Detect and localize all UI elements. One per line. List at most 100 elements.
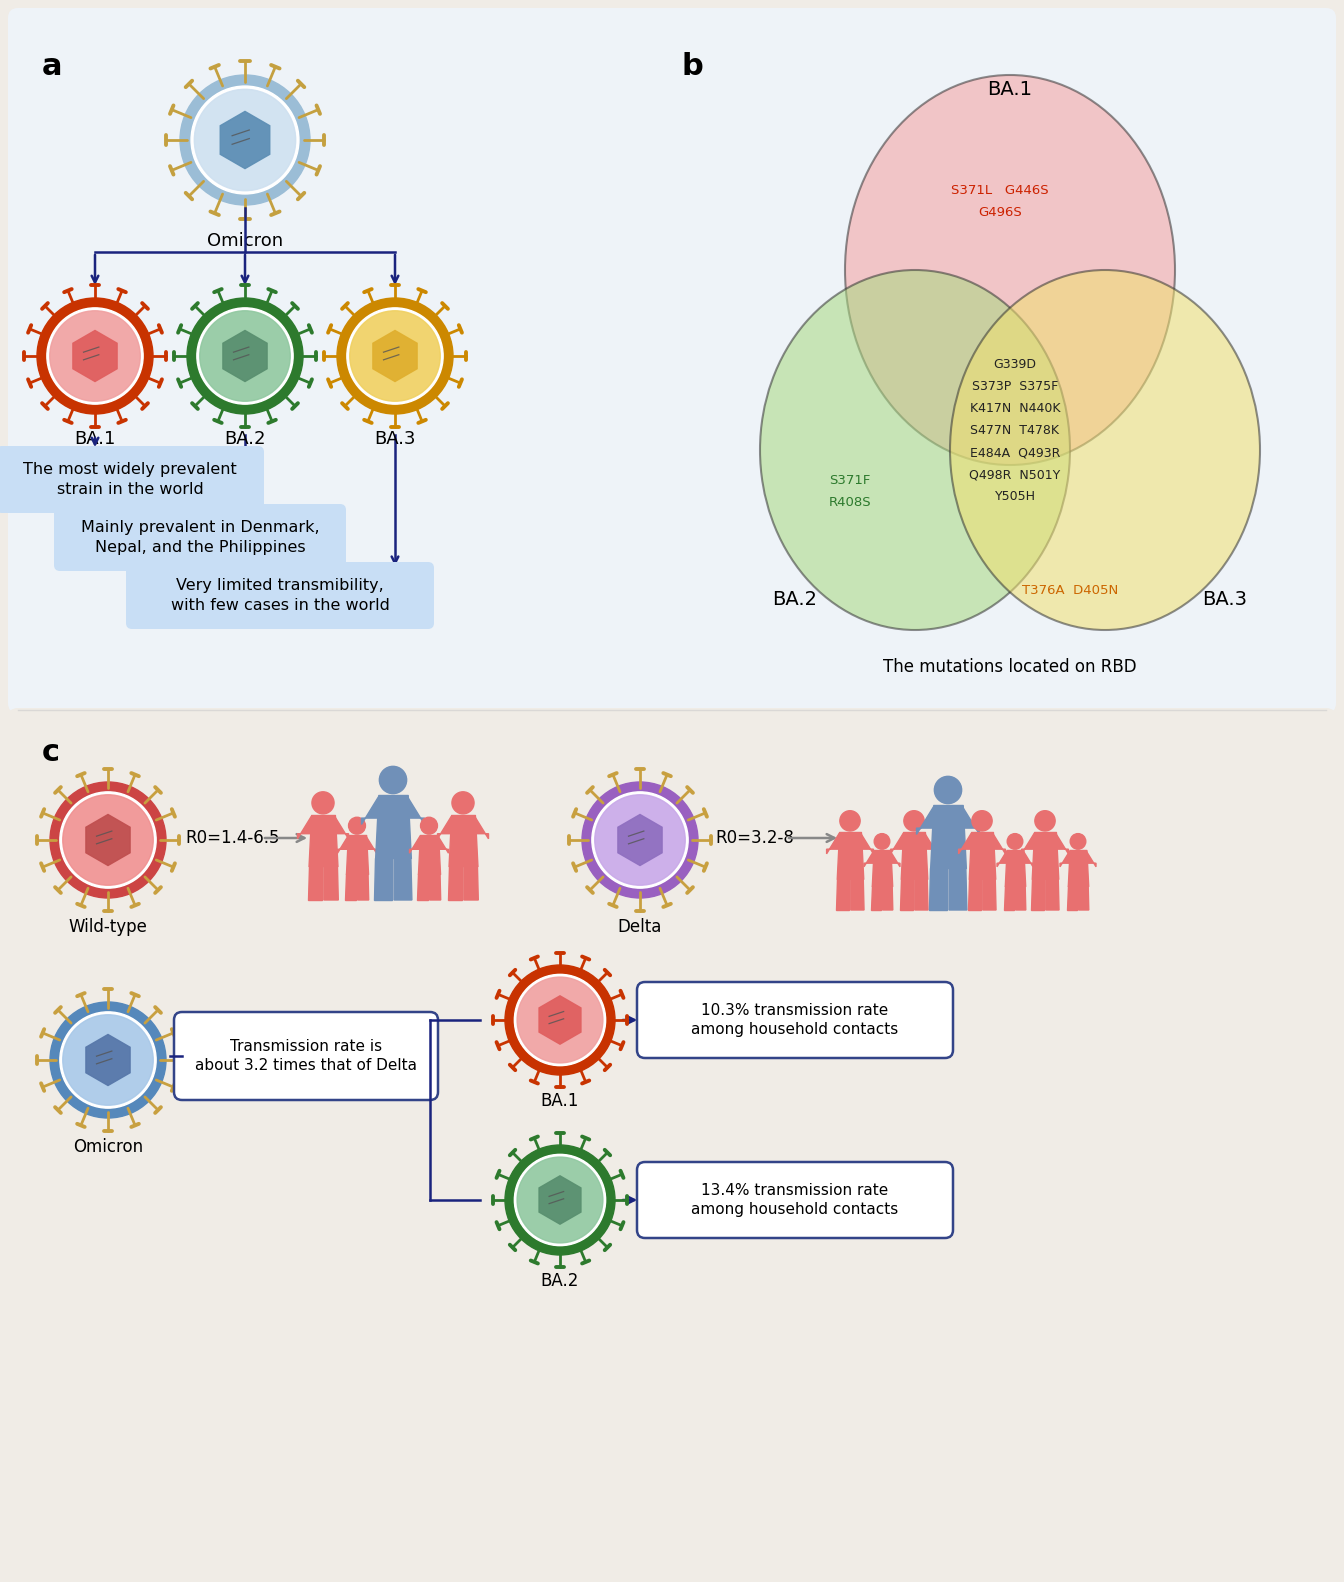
Text: R408S: R408S — [829, 495, 871, 508]
Polygon shape — [968, 878, 981, 910]
Text: Q498R  N501Y: Q498R N501Y — [969, 468, 1060, 481]
Polygon shape — [900, 878, 913, 910]
FancyBboxPatch shape — [54, 505, 345, 571]
Circle shape — [47, 308, 144, 403]
Text: Omicron: Omicron — [207, 233, 284, 250]
Ellipse shape — [845, 74, 1175, 465]
Text: Wild-type: Wild-type — [69, 918, 148, 937]
Polygon shape — [372, 331, 417, 381]
Text: BA.1: BA.1 — [74, 430, 116, 448]
Polygon shape — [324, 865, 339, 900]
Text: BA.1: BA.1 — [988, 81, 1032, 100]
Text: E484A  Q493R: E484A Q493R — [970, 446, 1060, 459]
Ellipse shape — [950, 271, 1261, 630]
Text: Delta: Delta — [618, 918, 663, 937]
Polygon shape — [827, 834, 874, 854]
Circle shape — [517, 978, 603, 1063]
Polygon shape — [448, 865, 462, 900]
Polygon shape — [539, 995, 581, 1044]
FancyBboxPatch shape — [8, 709, 1336, 1573]
Circle shape — [180, 74, 310, 206]
Polygon shape — [410, 837, 449, 853]
FancyBboxPatch shape — [126, 562, 434, 630]
Polygon shape — [1079, 886, 1089, 910]
Text: K417N  N440K: K417N N440K — [970, 402, 1060, 416]
Polygon shape — [915, 878, 929, 910]
Polygon shape — [929, 869, 948, 910]
Polygon shape — [982, 878, 996, 910]
Circle shape — [63, 1014, 153, 1106]
Text: BA.3: BA.3 — [1203, 590, 1247, 609]
Polygon shape — [539, 1175, 581, 1224]
Text: G339D: G339D — [993, 359, 1036, 372]
Circle shape — [60, 793, 156, 888]
Polygon shape — [1016, 886, 1025, 910]
Polygon shape — [1067, 886, 1078, 910]
Text: S371L   G446S: S371L G446S — [952, 184, 1048, 196]
Polygon shape — [1060, 851, 1095, 867]
Polygon shape — [864, 851, 900, 867]
Circle shape — [191, 85, 298, 195]
Circle shape — [1035, 810, 1055, 831]
Polygon shape — [362, 797, 425, 824]
Circle shape — [337, 297, 453, 414]
Polygon shape — [430, 873, 441, 900]
Polygon shape — [417, 873, 429, 900]
Text: Transmission rate is
about 3.2 times that of Delta: Transmission rate is about 3.2 times tha… — [195, 1039, 417, 1074]
Circle shape — [38, 297, 153, 414]
Circle shape — [505, 1145, 616, 1255]
Circle shape — [591, 793, 688, 888]
Circle shape — [595, 794, 685, 886]
Polygon shape — [1021, 834, 1068, 854]
Polygon shape — [1004, 886, 1015, 910]
Circle shape — [379, 766, 407, 794]
Polygon shape — [220, 111, 270, 169]
Text: a: a — [42, 52, 63, 81]
Text: BA.2: BA.2 — [540, 1272, 579, 1289]
Circle shape — [312, 793, 335, 813]
Text: The mutations located on RBD: The mutations located on RBD — [883, 658, 1137, 676]
Circle shape — [840, 810, 860, 831]
Text: 13.4% transmission rate
among household contacts: 13.4% transmission rate among household … — [691, 1183, 899, 1218]
Polygon shape — [958, 834, 1005, 854]
Circle shape — [1070, 834, 1086, 850]
Ellipse shape — [759, 271, 1070, 630]
Circle shape — [905, 810, 925, 831]
Circle shape — [452, 793, 474, 813]
Text: R0=3.2-8: R0=3.2-8 — [715, 829, 794, 846]
Circle shape — [349, 310, 441, 402]
Polygon shape — [949, 869, 966, 910]
Polygon shape — [438, 816, 488, 838]
Text: Very limited transmibility,
with few cases in the world: Very limited transmibility, with few cas… — [171, 577, 390, 612]
Text: R0=1.4-6.5: R0=1.4-6.5 — [185, 829, 280, 846]
Circle shape — [934, 777, 962, 804]
FancyBboxPatch shape — [637, 982, 953, 1058]
Polygon shape — [871, 886, 882, 910]
Polygon shape — [851, 878, 864, 910]
Polygon shape — [73, 331, 117, 381]
Circle shape — [196, 308, 293, 403]
Text: 10.3% transmission rate
among household contacts: 10.3% transmission rate among household … — [691, 1003, 899, 1038]
Circle shape — [515, 975, 606, 1066]
Circle shape — [505, 965, 616, 1076]
Circle shape — [582, 782, 698, 899]
Polygon shape — [891, 834, 937, 854]
Text: S477N  T478K: S477N T478K — [970, 424, 1059, 438]
Text: Omicron: Omicron — [73, 1137, 142, 1156]
Polygon shape — [86, 1035, 130, 1085]
Text: b: b — [681, 52, 704, 81]
Polygon shape — [836, 878, 849, 910]
Polygon shape — [394, 857, 411, 900]
Polygon shape — [345, 873, 356, 900]
Circle shape — [63, 794, 153, 886]
Polygon shape — [917, 807, 980, 834]
Text: Mainly prevalent in Denmark,
Nepal, and the Philippines: Mainly prevalent in Denmark, Nepal, and … — [81, 520, 320, 555]
Circle shape — [195, 89, 296, 191]
Circle shape — [50, 782, 167, 899]
Polygon shape — [308, 865, 323, 900]
Text: The most widely prevalent
strain in the world: The most widely prevalent strain in the … — [23, 462, 237, 497]
Polygon shape — [358, 873, 368, 900]
Polygon shape — [618, 815, 663, 865]
Polygon shape — [223, 331, 267, 381]
Circle shape — [874, 834, 890, 850]
